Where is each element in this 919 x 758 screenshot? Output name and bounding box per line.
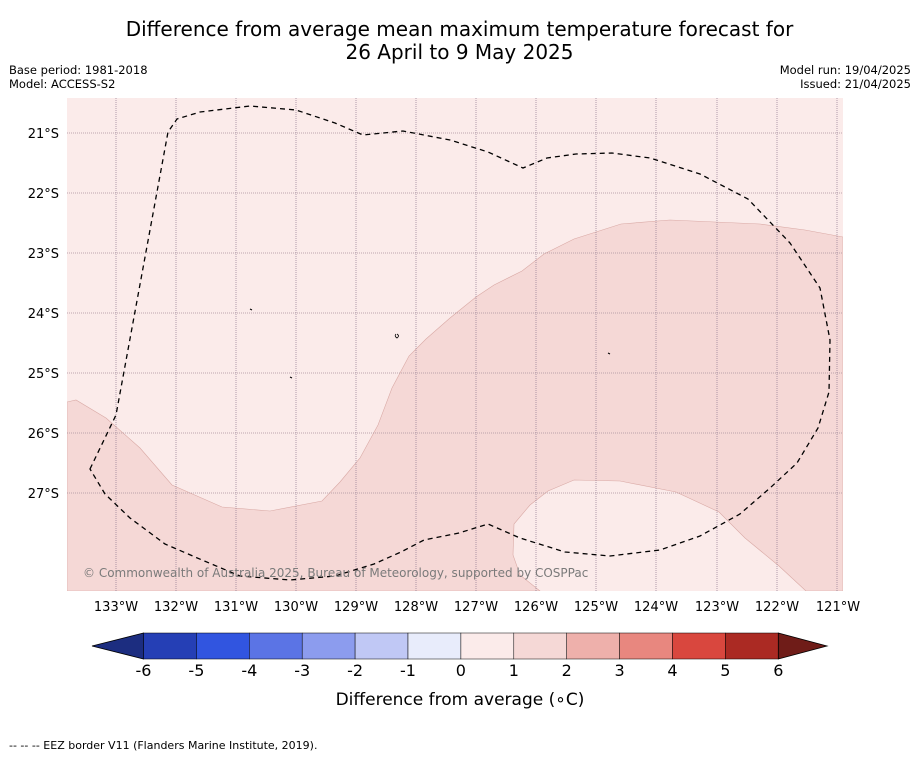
island-marker (607, 352, 611, 355)
longitude-labels: 133°W 132°W 131°W 130°W 129°W 128°W 127°W 126°W… (94, 600, 860, 615)
colorbar-labels: -6 -5 -4 -3 -2 -1 0 1 2 3 4 5 6 (136, 661, 784, 680)
latitude-label: 23°S (28, 247, 59, 262)
longitude-label: 121°W (816, 600, 860, 615)
colorbar-tick-label: -6 (136, 661, 152, 680)
latitude-label: 26°S (28, 427, 59, 442)
meta-right: Model run: 19/04/2025 Issued: 21/04/2025 (780, 63, 911, 91)
latitude-label: 22°S (28, 187, 59, 202)
longitude-label: 132°W (154, 600, 198, 615)
colorbar-tick-label: 1 (509, 661, 519, 680)
colorbar-tick-label: 0 (456, 661, 466, 680)
meta-left: Base period: 1981-2018 Model: ACCESS-S2 (9, 63, 148, 91)
base-period: Base period: 1981-2018 (9, 63, 148, 77)
colorbar-cell (354, 632, 409, 660)
copyright-text: © Commonwealth of Australia 2025, Bureau… (83, 566, 588, 580)
eez-border (89, 105, 831, 581)
colorbar-extend-high (777, 632, 829, 660)
colorbar-cell (725, 632, 779, 660)
title-line-1: Difference from average mean maximum tem… (125, 17, 794, 41)
longitude-label: 128°W (394, 600, 438, 615)
latitude-label: 25°S (28, 367, 59, 382)
longitude-label: 123°W (695, 600, 739, 615)
map-panel: © Commonwealth of Australia 2025, Bureau… (67, 98, 843, 591)
longitude-label: 127°W (454, 600, 498, 615)
issued-date: Issued: 21/04/2025 (800, 77, 911, 91)
latitude-label: 21°S (28, 127, 59, 142)
colorbar-tick-label: -1 (400, 661, 416, 680)
longitude-label: 124°W (634, 600, 678, 615)
island-marker (394, 333, 399, 339)
colorbar-cell (196, 632, 250, 660)
graticule (67, 98, 843, 591)
colorbar-cell (513, 632, 567, 660)
colorbar-title: Difference from average (∘C) (336, 690, 585, 710)
map-title: Difference from average mean maximum tem… (0, 18, 919, 64)
colorbar-extend-low (91, 632, 144, 660)
title-line-2: 26 April to 9 May 2025 (345, 40, 574, 64)
longitude-label: 133°W (94, 600, 138, 615)
latitude-labels: 21°S 22°S 23°S 24°S 25°S 26°S 27°S (28, 127, 59, 502)
latitude-label: 24°S (28, 307, 59, 322)
colorbar-cells (91, 632, 829, 660)
island-marker (249, 308, 253, 311)
colorbar-tick-label: 5 (720, 661, 730, 680)
colorbar-tick-label: -5 (188, 661, 204, 680)
colorbar-cell (249, 632, 303, 660)
longitude-label: 125°W (574, 600, 618, 615)
colorbar-tick-label: -4 (241, 661, 257, 680)
colorbar-cell (619, 632, 673, 660)
colorbar-cell (301, 632, 356, 660)
model-run: Model run: 19/04/2025 (779, 63, 911, 77)
longitude-label: 129°W (334, 600, 378, 615)
colorbar-tick-label: -2 (347, 661, 363, 680)
island-marker (289, 376, 293, 379)
longitude-label: 126°W (514, 600, 558, 615)
longitude-label: 130°W (274, 600, 318, 615)
colorbar-tick-label: 3 (615, 661, 625, 680)
colorbar-tick-label: 4 (667, 661, 677, 680)
model-name: Model: ACCESS-S2 (9, 77, 116, 91)
colorbar-cell (460, 632, 515, 660)
colorbar-cell (407, 632, 462, 660)
latitude-label: 27°S (28, 487, 59, 502)
map-figure: © Commonwealth of Australia 2025, Bureau… (28, 98, 860, 710)
colorbar: -6 -5 -4 -3 -2 -1 0 1 2 3 4 5 6 Difference from aver… (91, 632, 829, 710)
colorbar-tick-label: 2 (562, 661, 572, 680)
colorbar-cell (143, 632, 197, 660)
colorbar-tick-label: -3 (294, 661, 310, 680)
colorbar-cell (566, 632, 620, 660)
colorbar-cell (672, 632, 726, 660)
longitude-label: 122°W (755, 600, 799, 615)
longitude-label: 131°W (214, 600, 258, 615)
eez-footnote: -- -- -- EEZ border V11 (Flanders Marine… (9, 739, 318, 752)
colorbar-tick-label: 6 (773, 661, 783, 680)
